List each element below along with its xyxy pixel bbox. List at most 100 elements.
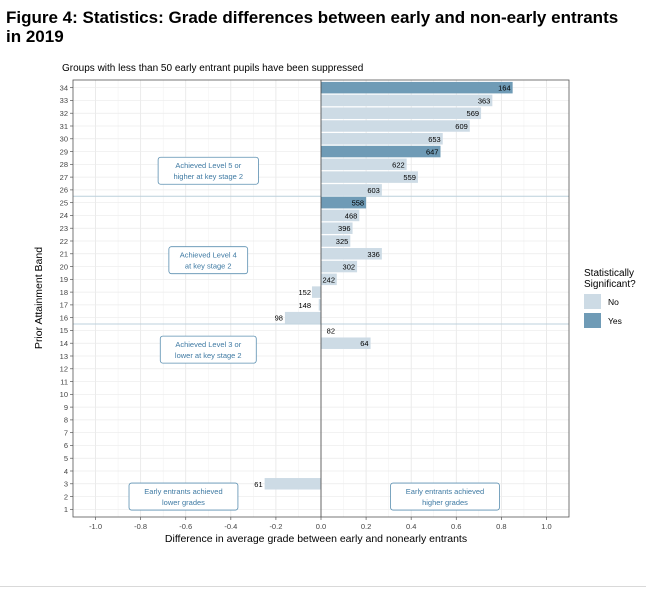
footer-divider bbox=[0, 586, 646, 587]
bar-band-31 bbox=[321, 120, 470, 132]
y-tick-label: 14 bbox=[60, 339, 68, 348]
annotation-text: lower at key stage 2 bbox=[175, 351, 242, 360]
x-axis: -1.0 -0.8 -0.6 -0.4 -0.2 0.0 0.2 0.4 0.6 0.8 1.0 bbox=[89, 517, 552, 531]
annotation-text: Achieved Level 5 or bbox=[175, 161, 241, 170]
bar-label-band-17: 148 bbox=[298, 301, 311, 310]
y-tick-label: 21 bbox=[60, 250, 68, 259]
bar-label-band-15: 82 bbox=[327, 326, 335, 335]
annotation-text: Early entrants achieved bbox=[406, 487, 484, 496]
x-tick-label: -0.2 bbox=[269, 522, 282, 531]
annotation-box: Early entrants achieved higher grades bbox=[390, 482, 500, 511]
x-tick-label: -0.8 bbox=[134, 522, 147, 531]
x-tick-label: 1.0 bbox=[541, 522, 551, 531]
annotation-frame bbox=[390, 482, 500, 511]
annotation-text: lower grades bbox=[162, 498, 205, 507]
bar-label-band-29: 647 bbox=[426, 148, 439, 157]
bar-label-band-26: 603 bbox=[367, 186, 380, 195]
annotation-box: Achieved Level 5 or higher at key stage 2 bbox=[157, 156, 259, 185]
y-tick-label: 31 bbox=[60, 122, 68, 131]
x-tick-label: -1.0 bbox=[89, 522, 102, 531]
y-tick-label: 33 bbox=[60, 96, 68, 105]
y-tick-label: 11 bbox=[60, 377, 68, 386]
bar-label-band-31: 609 bbox=[455, 122, 468, 131]
y-tick-label: 34 bbox=[60, 83, 68, 92]
bar-band-30 bbox=[321, 133, 443, 145]
y-tick-label: 4 bbox=[64, 467, 68, 476]
bar-band-32 bbox=[321, 107, 482, 119]
bar-band-17 bbox=[318, 299, 321, 311]
annotation-text: Achieved Level 3 or bbox=[175, 340, 241, 349]
y-tick-label: 2 bbox=[64, 492, 68, 501]
annotations: Achieved Level 5 or higher at key stage 2… bbox=[128, 156, 500, 511]
x-axis-title: Difference in average grade between earl… bbox=[165, 533, 467, 545]
bar-band-27 bbox=[321, 171, 418, 183]
bar-band-24 bbox=[321, 209, 360, 222]
bar-label-band-32: 569 bbox=[467, 109, 480, 118]
legend-swatch-yes bbox=[584, 313, 601, 328]
bar-label-band-19: 242 bbox=[322, 275, 335, 284]
annotation-box: Early entrants achieved lower grades bbox=[128, 482, 239, 511]
bar-label-band-27: 559 bbox=[403, 173, 416, 182]
bar-band-23 bbox=[321, 222, 353, 234]
annotation-text: Achieved Level 4 bbox=[180, 251, 237, 260]
bar-band-25 bbox=[321, 196, 367, 209]
legend-label-no: No bbox=[608, 297, 619, 307]
bar-band-20 bbox=[321, 260, 358, 273]
bar-label-band-18: 152 bbox=[298, 288, 311, 297]
reference-lines bbox=[73, 80, 569, 517]
x-tick-label: -0.4 bbox=[224, 522, 237, 531]
legend-swatch-no bbox=[584, 294, 601, 309]
y-tick-label: 17 bbox=[60, 301, 68, 310]
bar-label-band-22: 325 bbox=[336, 237, 349, 246]
plot-border bbox=[72, 79, 570, 518]
x-tick-label: 0.2 bbox=[361, 522, 371, 531]
bar-label-band-16: 98 bbox=[275, 314, 283, 323]
y-tick-label: 23 bbox=[60, 224, 68, 233]
y-tick-label: 26 bbox=[60, 186, 68, 195]
y-tick-label: 18 bbox=[60, 288, 68, 297]
y-tick-label: 28 bbox=[60, 160, 68, 169]
y-tick-label: 15 bbox=[60, 326, 68, 335]
y-tick-label: 16 bbox=[60, 313, 68, 322]
y-tick-label: 29 bbox=[60, 147, 68, 156]
x-tick-label: 0.4 bbox=[406, 522, 416, 531]
bar-band-21 bbox=[321, 248, 382, 260]
bar-band-26 bbox=[321, 184, 382, 196]
bar-label-band-30: 653 bbox=[428, 135, 441, 144]
bar-band-18 bbox=[311, 286, 321, 298]
y-tick-label: 20 bbox=[60, 262, 68, 271]
annotation-text: higher grades bbox=[422, 498, 468, 507]
bar-band-22 bbox=[321, 235, 351, 247]
bar-band-33 bbox=[321, 94, 493, 107]
annotation-frame bbox=[159, 335, 257, 364]
y-tick-label: 1 bbox=[64, 505, 68, 514]
y-tick-label: 22 bbox=[60, 237, 68, 246]
bar-label-band-3: 61 bbox=[254, 480, 262, 489]
y-tick-label: 3 bbox=[64, 480, 68, 489]
legend-title: Significant? bbox=[584, 279, 636, 290]
y-axis: 1234567891011121314151617181920212223242… bbox=[60, 83, 73, 514]
annotation-box: Achieved Level 4 at key stage 2 bbox=[168, 246, 249, 275]
bar-label-band-21: 336 bbox=[367, 250, 380, 259]
annotation-frame bbox=[157, 156, 259, 185]
bar-band-29 bbox=[321, 145, 441, 158]
bars-layer bbox=[264, 81, 513, 490]
bar-band-28 bbox=[321, 158, 407, 171]
bar-band-3 bbox=[264, 478, 321, 490]
legend-title: Statistically bbox=[584, 268, 634, 279]
bar-label-band-24: 468 bbox=[345, 211, 358, 220]
y-tick-label: 5 bbox=[64, 454, 68, 463]
y-tick-label: 25 bbox=[60, 198, 68, 207]
annotation-box: Achieved Level 3 or lower at key stage 2 bbox=[159, 335, 257, 364]
y-tick-label: 19 bbox=[60, 275, 68, 284]
bar-band-14 bbox=[321, 337, 371, 349]
annotation-text: higher at key stage 2 bbox=[173, 172, 243, 181]
y-axis-title: Prior Attainment Band bbox=[33, 247, 45, 349]
annotation-text: Early entrants achieved bbox=[144, 487, 222, 496]
bar-band-19 bbox=[321, 273, 337, 286]
bar-label-band-23: 396 bbox=[338, 224, 351, 233]
y-tick-label: 6 bbox=[64, 441, 68, 450]
bar-label-band-20: 302 bbox=[343, 263, 356, 272]
